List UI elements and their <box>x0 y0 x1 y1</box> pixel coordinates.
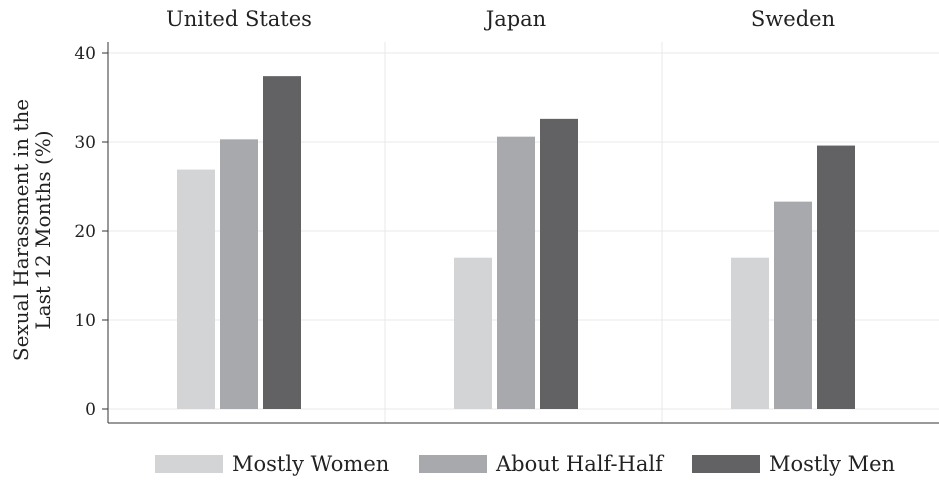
y-axis-label-line-0: Sexual Harassment in the <box>9 99 33 361</box>
bar-1-0 <box>454 257 492 409</box>
bar-1-1 <box>497 136 535 409</box>
y-tick-label-0: 0 <box>85 400 96 420</box>
y-tick-label-3: 30 <box>74 133 96 153</box>
legend-label-0: Mostly Women <box>232 452 389 476</box>
legend-swatch-2 <box>692 455 760 473</box>
bar-2-1 <box>774 201 812 409</box>
legend-swatch-0 <box>155 455 223 473</box>
panel-title-1: Japan <box>484 7 546 31</box>
y-tick-label-1: 10 <box>74 311 96 331</box>
bar-0-0 <box>177 169 215 409</box>
axes <box>102 42 939 424</box>
panel-title-2: Sweden <box>751 7 835 31</box>
y-tick-label-4: 40 <box>74 44 96 64</box>
labels: 0 10 20 30 40 United States Japan Sweden Sexual … <box>9 7 835 420</box>
bar-0-1 <box>220 139 258 409</box>
bar-2-0 <box>731 257 769 409</box>
legend-swatch-1 <box>419 455 487 473</box>
bar-1-2 <box>540 118 578 410</box>
y-axis-label: Sexual Harassment in theLast 12 Months (… <box>9 99 55 361</box>
legend-label-2: Mostly Men <box>769 452 895 476</box>
bar-2-2 <box>817 145 855 409</box>
bars <box>177 76 855 410</box>
bar-0-2 <box>263 76 301 409</box>
panel-title-0: United States <box>166 7 312 31</box>
legend-label-1: About Half-Half <box>495 452 665 476</box>
y-axis-label-line-1: Last 12 Months (%) <box>31 130 55 329</box>
y-tick-label-2: 20 <box>74 222 96 242</box>
legend: Mostly Women About Half-Half Mostly Men <box>155 452 895 476</box>
